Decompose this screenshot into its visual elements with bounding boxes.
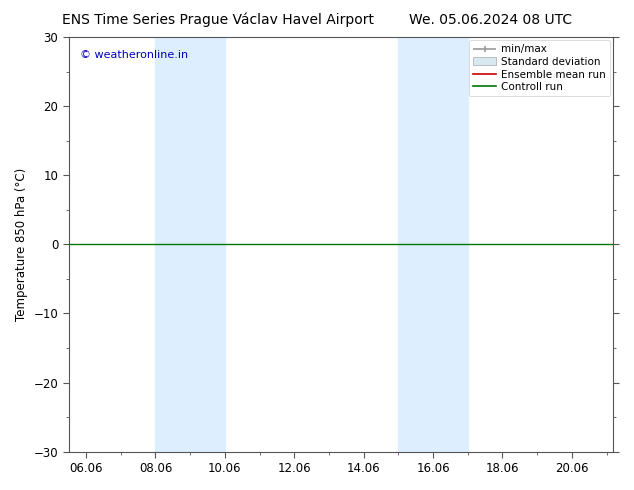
Bar <box>398 37 468 452</box>
Bar <box>155 37 225 452</box>
Y-axis label: Temperature 850 hPa (°C): Temperature 850 hPa (°C) <box>15 168 28 321</box>
Text: © weatheronline.in: © weatheronline.in <box>80 49 188 60</box>
Text: ENS Time Series Prague Václav Havel Airport        We. 05.06.2024 08 UTC: ENS Time Series Prague Václav Havel Airp… <box>62 12 572 27</box>
Legend: min/max, Standard deviation, Ensemble mean run, Controll run: min/max, Standard deviation, Ensemble me… <box>469 40 611 97</box>
